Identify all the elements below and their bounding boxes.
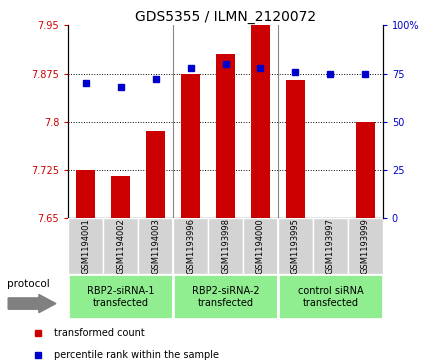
FancyArrow shape	[8, 294, 56, 313]
Text: GSM1193998: GSM1193998	[221, 218, 230, 274]
Bar	[68, 274, 173, 319]
Bar	[243, 218, 278, 274]
Bar	[146, 131, 165, 218]
Text: GSM1193995: GSM1193995	[291, 218, 300, 274]
Text: percentile rank within the sample: percentile rank within the sample	[54, 350, 219, 360]
Bar	[278, 218, 313, 274]
Text: GSM1194001: GSM1194001	[81, 218, 90, 274]
Bar	[313, 218, 348, 274]
Bar	[111, 176, 130, 218]
Text: RBP2-siRNA-2
transfected: RBP2-siRNA-2 transfected	[192, 286, 259, 307]
Bar	[68, 218, 103, 274]
Bar	[173, 218, 208, 274]
Bar	[216, 54, 235, 218]
Text: RBP2-siRNA-1
transfected: RBP2-siRNA-1 transfected	[87, 286, 154, 307]
Bar	[251, 25, 270, 218]
Title: GDS5355 / ILMN_2120072: GDS5355 / ILMN_2120072	[135, 11, 316, 24]
Bar	[348, 218, 383, 274]
Bar	[286, 80, 305, 218]
Bar	[208, 218, 243, 274]
Text: GSM1193997: GSM1193997	[326, 218, 335, 274]
Bar	[138, 218, 173, 274]
Bar	[173, 274, 278, 319]
Text: GSM1193999: GSM1193999	[361, 218, 370, 274]
Text: GSM1194003: GSM1194003	[151, 218, 160, 274]
Text: GSM1194000: GSM1194000	[256, 218, 265, 274]
Bar	[181, 74, 200, 218]
Text: GSM1194002: GSM1194002	[116, 218, 125, 274]
Bar	[356, 122, 375, 218]
Bar	[103, 218, 138, 274]
Text: protocol: protocol	[7, 279, 50, 289]
Text: transformed count: transformed count	[54, 328, 144, 338]
Bar	[278, 274, 383, 319]
Text: control siRNA
transfected: control siRNA transfected	[297, 286, 363, 307]
Bar	[76, 170, 95, 218]
Text: GSM1193996: GSM1193996	[186, 218, 195, 274]
